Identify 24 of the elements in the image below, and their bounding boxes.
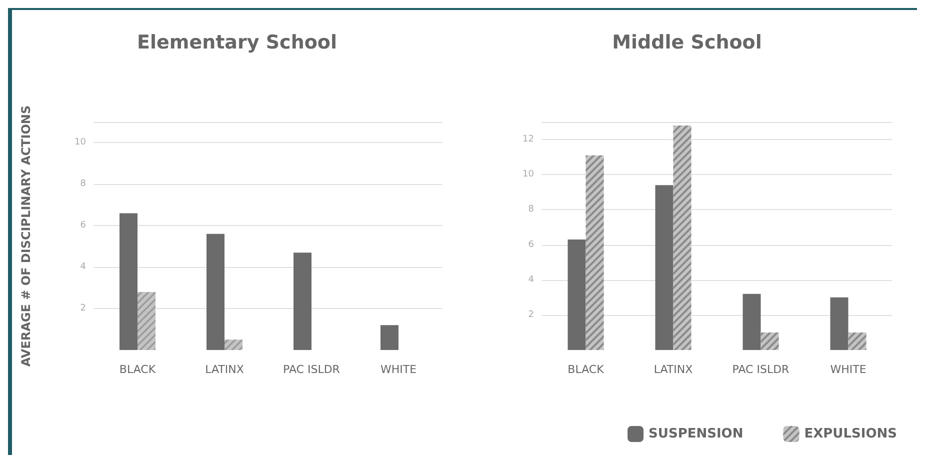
y-tick-label: 6 bbox=[528, 240, 534, 250]
y-tick-label: 8 bbox=[80, 179, 86, 190]
y-tick-label: 2 bbox=[528, 310, 534, 320]
x-tick-label: WHITE bbox=[380, 363, 417, 376]
legend-label: EXPULSIONS bbox=[804, 426, 897, 442]
y-tick-label: 2 bbox=[80, 304, 86, 314]
chart-title: Elementary School bbox=[137, 32, 337, 54]
x-tick-label: PAC ISLDR bbox=[283, 363, 340, 376]
x-tick-label: LATINX bbox=[654, 363, 694, 376]
x-tick-label: BLACK bbox=[119, 363, 156, 376]
x-tick-label: LATINX bbox=[205, 363, 244, 376]
y-tick-label: 4 bbox=[80, 262, 86, 272]
y-tick-label: 6 bbox=[80, 220, 86, 231]
y-axis-title: AVERAGE # OF DISCIPLINARY ACTIONS bbox=[19, 105, 33, 367]
y-tick-label: 10 bbox=[74, 138, 86, 148]
x-tick-label: WHITE bbox=[830, 363, 866, 376]
y-tick-label: 12 bbox=[522, 134, 534, 145]
x-tick-label: BLACK bbox=[568, 363, 605, 376]
y-tick-label: 8 bbox=[528, 204, 534, 215]
y-tick-label: 10 bbox=[522, 170, 534, 180]
x-tick-label: PAC ISLDR bbox=[732, 363, 790, 376]
y-tick-label: 4 bbox=[528, 274, 534, 285]
chart-title: Middle School bbox=[612, 32, 762, 54]
legend-label: SUSPENSION bbox=[648, 426, 744, 442]
